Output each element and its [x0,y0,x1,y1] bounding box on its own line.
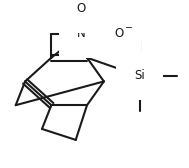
Text: O: O [114,27,124,40]
Text: +: + [88,23,95,32]
Text: N: N [77,27,86,40]
Text: O: O [77,2,86,15]
Text: −: − [125,23,133,33]
Text: Si: Si [134,69,145,82]
